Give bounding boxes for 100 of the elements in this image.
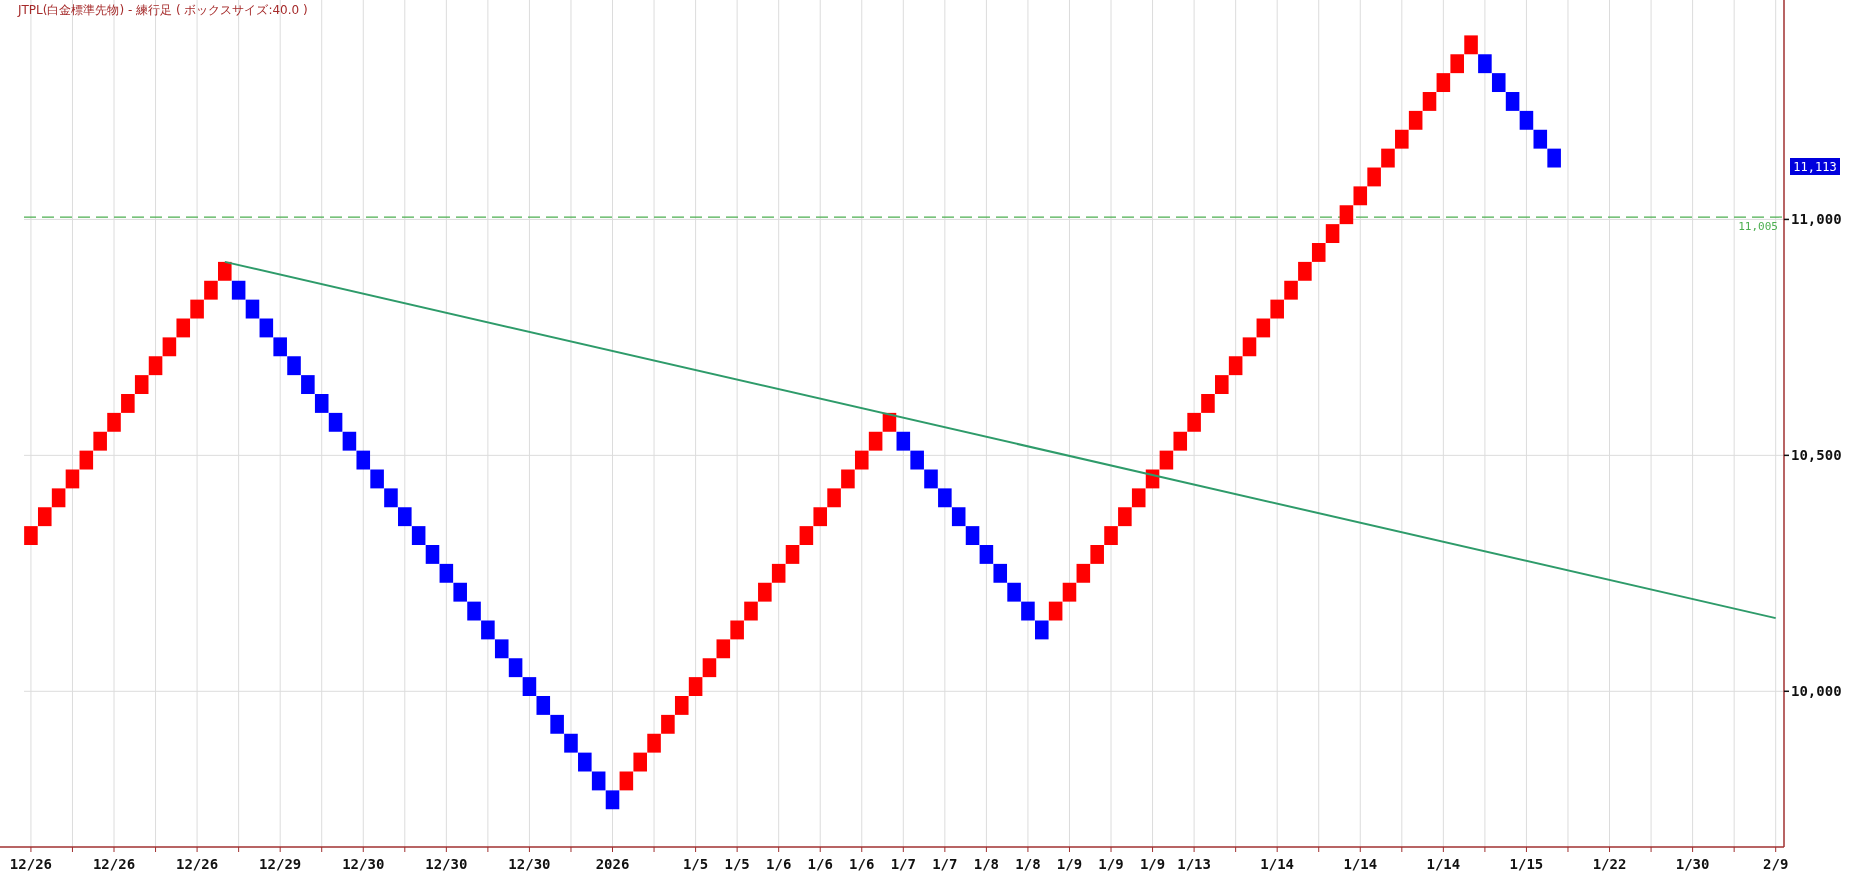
bar [965, 526, 980, 546]
ref-line-label: 11,005 [1738, 220, 1778, 234]
bar [924, 469, 938, 489]
bar [771, 563, 786, 583]
bar [425, 545, 440, 564]
y-tick-label: 10,000 [1791, 683, 1842, 700]
x-tick-label: 1/8 [973, 856, 1000, 872]
x-tick-label: 12/29 [259, 856, 302, 872]
bar [51, 488, 66, 508]
bar [384, 488, 398, 508]
bar [1298, 261, 1312, 281]
bar [370, 469, 384, 489]
bar [148, 356, 163, 376]
bar [993, 563, 1008, 583]
bar [1228, 356, 1243, 376]
bar [1090, 545, 1104, 564]
bar [605, 790, 620, 810]
bar [176, 318, 191, 338]
bar [1270, 299, 1284, 319]
bar [938, 488, 952, 508]
x-tick-label: 1/30 [1675, 856, 1710, 872]
y-tick-label: 11,000 [1791, 211, 1842, 228]
bar [1284, 280, 1298, 300]
bar [868, 431, 883, 451]
bar [1215, 375, 1229, 395]
bar [342, 431, 357, 451]
bar [1547, 148, 1561, 168]
x-tick-label: 1/15 [1509, 856, 1544, 872]
x-tick-label: 1/7 [932, 856, 958, 872]
bar [494, 639, 509, 659]
bar [1242, 337, 1257, 357]
bar [841, 469, 855, 489]
bar [1062, 582, 1077, 602]
bar [1131, 488, 1146, 508]
x-tick-label: 1/14 [1343, 856, 1378, 872]
x-tick-label: 1/6 [807, 856, 833, 872]
bar [979, 545, 994, 564]
price-label: 11,113 [1790, 158, 1840, 175]
bar [813, 507, 828, 527]
bar [301, 375, 315, 395]
bar [799, 526, 814, 546]
x-tick-label: 2/9 [1763, 856, 1789, 872]
chart-title: JTPL(白金標準先物) - 練行足 ( ボックスサイズ:40.0 ) [17, 3, 308, 17]
x-tick-label: 1/8 [1015, 856, 1041, 872]
bar [785, 545, 800, 564]
bar [827, 488, 841, 508]
bar [162, 337, 177, 357]
bar [1339, 205, 1354, 225]
bar [854, 450, 869, 470]
bar [951, 507, 966, 527]
bar [1076, 563, 1091, 583]
bar [1450, 54, 1464, 74]
bar [758, 582, 772, 602]
bar [1353, 186, 1368, 206]
bar [37, 507, 52, 527]
bar [79, 450, 94, 470]
bar [204, 280, 218, 300]
bar [314, 394, 329, 413]
bar [356, 450, 371, 470]
bar [1007, 582, 1021, 602]
bar [1533, 129, 1548, 149]
bar [578, 752, 592, 772]
x-tick-label: 12/30 [342, 856, 385, 872]
bar [1478, 54, 1492, 74]
x-tick-label: 1/7 [890, 856, 916, 872]
x-tick-label: 1/14 [1426, 856, 1461, 872]
bar [1118, 507, 1132, 527]
bar [536, 696, 551, 715]
bar [231, 280, 246, 300]
bar [1035, 620, 1049, 640]
bar [1422, 92, 1437, 111]
bar [218, 261, 232, 281]
bar [1491, 73, 1506, 93]
x-tick-label: 1/13 [1177, 856, 1211, 872]
x-tick-label: 1/14 [1260, 856, 1295, 872]
bar [107, 412, 121, 432]
bar [273, 337, 287, 357]
bar [1173, 431, 1188, 451]
bar [661, 714, 675, 734]
bar [1201, 394, 1215, 413]
bar [1256, 318, 1271, 338]
bar [121, 394, 135, 413]
bar [730, 620, 744, 640]
bar [619, 771, 634, 791]
bar [1104, 526, 1118, 546]
bar [1408, 110, 1423, 130]
bar [1159, 450, 1174, 470]
bar [481, 620, 495, 640]
bar [1436, 73, 1451, 93]
bar [522, 677, 537, 696]
bar [65, 469, 80, 489]
x-tick-label: 12/30 [508, 856, 551, 872]
bar [550, 714, 564, 734]
bar [439, 563, 454, 583]
x-tick-label: 12/30 [425, 856, 468, 872]
bar [702, 658, 717, 678]
bar [1367, 167, 1381, 187]
x-tick-label: 12/26 [9, 856, 52, 872]
bar [1187, 412, 1201, 432]
bar [1048, 601, 1063, 621]
